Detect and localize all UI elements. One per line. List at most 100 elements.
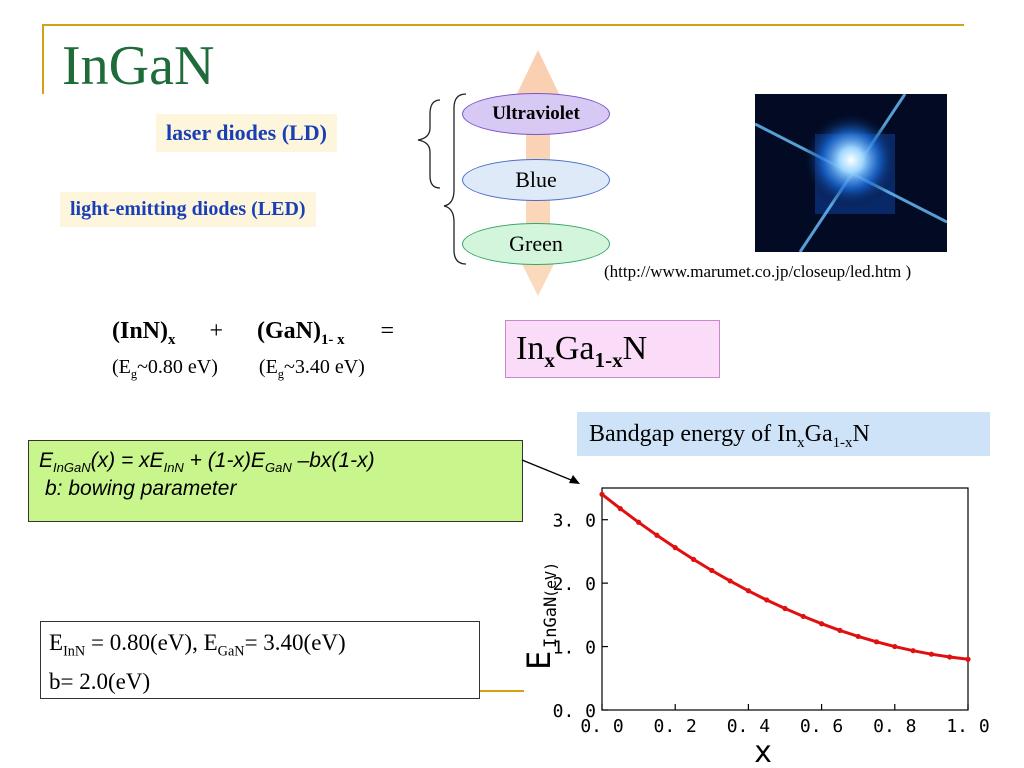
data-point: [654, 532, 660, 538]
param-e1-sub: InN: [63, 643, 86, 660]
eq-mid2: + (1-x)E: [183, 449, 265, 472]
data-point: [672, 545, 678, 551]
data-point: [873, 639, 880, 645]
result-formula-box: InxGa1-xN: [505, 320, 720, 378]
green-label: Green: [509, 231, 563, 256]
x-tick-label: 0. 0: [580, 716, 623, 737]
group-braces: [417, 93, 467, 265]
data-point: [599, 491, 605, 497]
x-tick-label: 0. 4: [727, 716, 770, 737]
data-point: [892, 643, 898, 650]
bandgap-title-ga: Ga: [804, 421, 833, 447]
bottom-rule: [480, 690, 524, 692]
data-point: [727, 578, 733, 584]
pointer-arrow: [521, 459, 580, 484]
plus-sign: +: [209, 318, 223, 344]
data-point: [819, 621, 825, 627]
data-point: [800, 613, 806, 620]
bandgap-title-sub: 1-x: [832, 434, 853, 451]
ultraviolet-label: Ultraviolet: [492, 103, 580, 124]
data-point: [782, 605, 788, 612]
data-point: [617, 506, 623, 512]
bandgap-title: Bandgap energy of InxGa1-xN: [577, 412, 990, 456]
y-tick-label: 1. 0: [553, 638, 596, 659]
data-point: [764, 597, 770, 603]
eg-gan: (Eg~3.40 eV): [258, 356, 365, 381]
ld-label: laser diodes (LD): [156, 114, 337, 152]
eg-inn-post: ~0.80 eV): [137, 356, 218, 378]
y-tick-label: 0. 0: [553, 701, 596, 722]
gan-term: (GaN): [257, 318, 321, 344]
equals-sign: =: [380, 318, 395, 344]
x-tick-label: 0. 2: [654, 716, 697, 737]
x-axis-label: x: [754, 735, 772, 768]
data-point: [636, 519, 642, 525]
param-e2-sub: GaN: [217, 643, 245, 660]
param-v2: = 3.40(eV): [244, 630, 346, 655]
param-e1: E: [49, 630, 64, 655]
data-point: [928, 651, 934, 657]
data-point: [855, 633, 861, 640]
data-point: [965, 656, 971, 662]
composition-formula: (InN)x + (GaN)1- x =: [112, 318, 394, 349]
x-tick-label: 1. 0: [946, 716, 989, 737]
led-label: light-emitting diodes (LED): [60, 192, 316, 227]
blue-label: Blue: [515, 167, 557, 192]
inn-sub: x: [168, 331, 176, 348]
param-v1: = 0.80(eV), E: [85, 630, 218, 655]
data-point: [837, 627, 843, 633]
eg-gan-post: ~3.40 eV): [284, 356, 365, 378]
plot-frame: [601, 487, 969, 711]
bandgap-chart: 0. 0 1. 0 2. 0 3. 0 0. 0 0. 2 0. 4 0. 6 0. 8 1. …: [520, 487, 990, 768]
bowing-description: b: bowing parameter: [45, 477, 237, 501]
eq-mid1: (x) = xE: [90, 449, 164, 472]
y-axis-label-sub: InGaN: [541, 597, 561, 648]
eg-inn-sub: g: [130, 367, 138, 381]
bandgap-title-x: x: [797, 434, 805, 451]
bowing-param: b= 2.0(eV): [49, 668, 151, 694]
bowing-equation: EInGaN(x) = xEInN + (1-x)EGaN –bx(1-x): [39, 449, 512, 475]
photo-source-url: (http://www.marumet.co.jp/closeup/led.ht…: [604, 262, 912, 281]
y-axis-label-e: E: [520, 651, 558, 670]
eg-gan-pre: (E: [258, 356, 278, 378]
result-n: N: [622, 330, 648, 367]
left-rule: [42, 24, 44, 94]
ultraviolet-ellipse: Ultraviolet: [462, 93, 610, 135]
y-axis-label-unit: (eV): [542, 562, 560, 598]
blue-ellipse: Blue: [462, 159, 610, 201]
eg-gan-sub: g: [277, 367, 284, 381]
data-point: [910, 648, 916, 654]
parameters-box: EInN = 0.80(eV), EGaN= 3.40(eV) b= 2.0(e…: [40, 621, 480, 699]
y-tick-label: 3. 0: [553, 511, 596, 532]
eq-tail: –bx(1-x): [291, 449, 375, 472]
slide-title: InGaN: [62, 35, 215, 97]
led-photo: [755, 94, 947, 252]
green-ellipse: Green: [462, 223, 610, 265]
eq-gan-sub: GaN: [264, 460, 292, 476]
led-glow-image: [755, 94, 947, 252]
result-x: x: [544, 347, 555, 372]
eg-inn: (Eg~0.80 eV): [112, 356, 218, 381]
eq-e-sub: InGaN: [53, 460, 91, 476]
result-1x: 1-x: [594, 347, 623, 372]
x-tick-label: 0. 8: [873, 716, 916, 737]
top-rule: [42, 24, 964, 26]
result-ga: Ga: [554, 330, 595, 367]
data-point: [690, 556, 697, 562]
bowing-equation-box: EInGaN(x) = xEInN + (1-x)EGaN –bx(1-x) b…: [28, 440, 523, 522]
result-in: In: [516, 330, 545, 367]
eq-inn-sub: InN: [163, 460, 184, 476]
x-tick-label: 0. 6: [800, 716, 843, 737]
data-point: [709, 567, 715, 574]
bandgap-values: (Eg~0.80 eV) (Eg~3.40 eV): [112, 356, 365, 382]
gan-sub: 1- x: [320, 331, 345, 348]
data-point: [947, 654, 953, 660]
bandgap-title-n: N: [852, 421, 870, 447]
energy-params: EInN = 0.80(eV), EGaN= 3.40(eV): [49, 628, 471, 667]
eg-inn-pre: (E: [112, 356, 131, 378]
eq-e: E: [39, 449, 54, 472]
y-axis-label: E InGaN (eV): [520, 562, 561, 670]
inn-term: (InN): [112, 318, 169, 344]
data-point: [745, 588, 751, 594]
y-tick-label: 2. 0: [553, 574, 596, 595]
